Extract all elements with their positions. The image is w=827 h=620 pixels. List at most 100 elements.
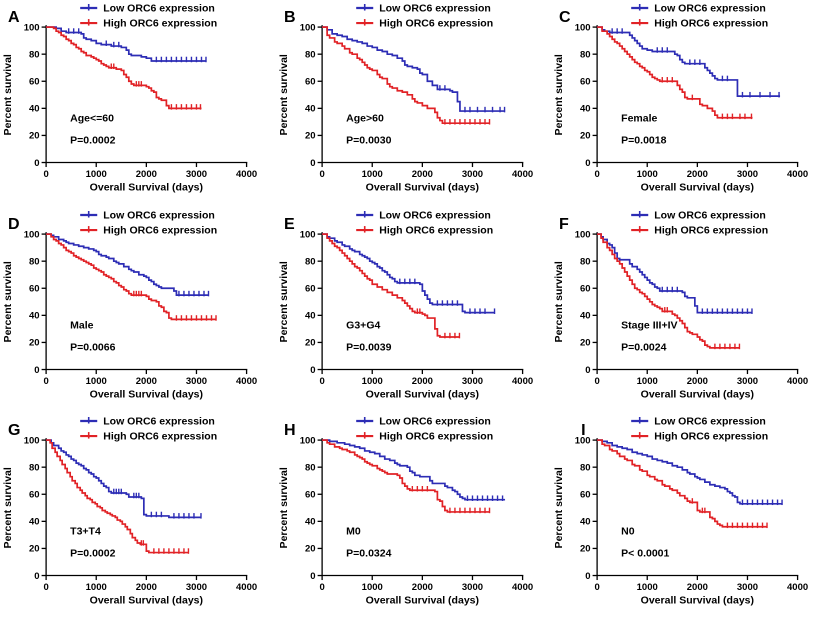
legend-label: High ORC6 expression bbox=[103, 224, 217, 236]
legend-entry-high: High ORC6 expression bbox=[631, 224, 768, 236]
x-tick-label: 4000 bbox=[512, 169, 533, 180]
x-axis-title: Overall Survival (days) bbox=[90, 388, 203, 400]
km-panel-b: B Low ORC6 expression High ORC6 expression… bbox=[276, 0, 552, 207]
x-tick-label: 0 bbox=[595, 169, 600, 180]
y-tick-label: 40 bbox=[580, 517, 591, 528]
legend-label: High ORC6 expression bbox=[103, 431, 217, 443]
p-value-label: P=0.0324 bbox=[346, 548, 391, 560]
legend-label: High ORC6 expression bbox=[379, 18, 493, 30]
y-tick-label: 60 bbox=[29, 490, 40, 501]
y-axis-title: Percent survival bbox=[2, 54, 14, 135]
subgroup-label: Female bbox=[621, 112, 657, 124]
subgroup-label: Stage III+IV bbox=[621, 319, 677, 331]
p-value-label: P=0.0039 bbox=[346, 341, 391, 353]
km-chart-h: H Low ORC6 expression High ORC6 expression… bbox=[278, 416, 533, 607]
p-value-label: P=0.0024 bbox=[621, 341, 666, 353]
legend-label: High ORC6 expression bbox=[103, 18, 217, 30]
x-tick-label: 1000 bbox=[637, 169, 658, 180]
km-panel-h: H Low ORC6 expression High ORC6 expression… bbox=[276, 413, 552, 620]
legend-entry-low: Low ORC6 expression bbox=[355, 416, 491, 428]
y-tick-label: 0 bbox=[586, 364, 591, 375]
y-tick-label: 60 bbox=[29, 283, 40, 294]
survival-curve-low bbox=[597, 439, 783, 505]
y-tick-label: 0 bbox=[34, 158, 39, 169]
subgroup-label: G3+G4 bbox=[346, 319, 380, 331]
x-tick-label: 4000 bbox=[787, 582, 808, 593]
legend-label: Low ORC6 expression bbox=[103, 3, 215, 15]
y-tick-label: 20 bbox=[29, 544, 40, 555]
panel-letter: I bbox=[581, 421, 585, 439]
y-tick-label: 80 bbox=[29, 463, 40, 474]
p-value-label: P=0.0018 bbox=[621, 134, 666, 146]
y-tick-label: 60 bbox=[580, 77, 591, 88]
km-chart-c: C Low ORC6 expression High ORC6 expression… bbox=[553, 3, 808, 194]
km-panel-c: C Low ORC6 expression High ORC6 expression… bbox=[551, 0, 827, 207]
legend-entry-high: High ORC6 expression bbox=[355, 18, 493, 30]
x-axis-title: Overall Survival (days) bbox=[90, 182, 203, 194]
x-tick-label: 1000 bbox=[86, 169, 107, 180]
x-tick-label: 2000 bbox=[136, 376, 157, 387]
legend-label: High ORC6 expression bbox=[379, 431, 493, 443]
x-tick-label: 0 bbox=[43, 169, 48, 180]
legend-label: Low ORC6 expression bbox=[379, 416, 491, 428]
survival-curve-high bbox=[321, 439, 490, 514]
x-tick-label: 1000 bbox=[86, 582, 107, 593]
survival-curve-high bbox=[46, 26, 202, 110]
y-tick-label: 0 bbox=[310, 571, 315, 582]
y-tick-label: 20 bbox=[29, 337, 40, 348]
x-tick-label: 0 bbox=[319, 169, 324, 180]
y-tick-label: 60 bbox=[305, 283, 316, 294]
legend-label: Low ORC6 expression bbox=[655, 209, 767, 221]
legend-entry-low: Low ORC6 expression bbox=[80, 209, 215, 221]
km-chart-e: E Low ORC6 expression High ORC6 expression… bbox=[278, 209, 533, 400]
survival-curve-high bbox=[46, 439, 189, 554]
subgroup-label: Age>60 bbox=[346, 112, 384, 124]
x-tick-label: 2000 bbox=[411, 582, 432, 593]
panel-letter: F bbox=[559, 215, 569, 233]
y-axis-title: Percent survival bbox=[278, 467, 290, 548]
y-axis-title: Percent survival bbox=[278, 261, 290, 342]
y-tick-label: 100 bbox=[24, 22, 40, 33]
km-panel-d: D Low ORC6 expression High ORC6 expression… bbox=[0, 207, 276, 414]
legend-entry-high: High ORC6 expression bbox=[631, 18, 769, 30]
y-tick-label: 80 bbox=[305, 463, 316, 474]
y-tick-label: 100 bbox=[299, 22, 315, 33]
x-tick-label: 2000 bbox=[136, 582, 157, 593]
y-axis-title: Percent survival bbox=[2, 467, 14, 548]
legend-entry-low: Low ORC6 expression bbox=[631, 416, 766, 428]
survival-curve-high bbox=[321, 26, 490, 125]
legend-label: High ORC6 expression bbox=[655, 18, 769, 30]
km-chart-f: F Low ORC6 expression High ORC6 expression… bbox=[553, 209, 808, 400]
y-tick-label: 40 bbox=[580, 310, 591, 321]
x-tick-label: 0 bbox=[43, 376, 48, 387]
km-panel-i: I Low ORC6 expression High ORC6 expression… bbox=[551, 413, 827, 620]
legend-entry-high: High ORC6 expression bbox=[80, 18, 217, 30]
x-axis-title: Overall Survival (days) bbox=[365, 595, 478, 607]
y-tick-label: 20 bbox=[580, 131, 591, 142]
x-tick-label: 1000 bbox=[361, 169, 382, 180]
legend-entry-high: High ORC6 expression bbox=[80, 224, 217, 236]
y-tick-label: 100 bbox=[575, 436, 591, 447]
x-tick-label: 3000 bbox=[737, 582, 758, 593]
km-panel-e: E Low ORC6 expression High ORC6 expression… bbox=[276, 207, 552, 414]
km-panel-f: F Low ORC6 expression High ORC6 expression… bbox=[551, 207, 827, 414]
legend-label: Low ORC6 expression bbox=[655, 3, 767, 15]
y-axis-title: Percent survival bbox=[278, 54, 290, 135]
panel-letter: E bbox=[284, 215, 295, 233]
survival-curve-low bbox=[321, 439, 505, 501]
survival-curve-low bbox=[46, 26, 207, 62]
km-chart-i: I Low ORC6 expression High ORC6 expression… bbox=[553, 416, 808, 607]
subgroup-label: M0 bbox=[346, 526, 361, 538]
survival-curve-low bbox=[46, 439, 202, 519]
x-tick-label: 2000 bbox=[411, 169, 432, 180]
p-value-label: P=0.0002 bbox=[70, 134, 115, 146]
legend-entry-high: High ORC6 expression bbox=[355, 224, 493, 236]
x-tick-label: 3000 bbox=[186, 582, 207, 593]
survival-curve-low bbox=[321, 26, 505, 112]
y-tick-label: 100 bbox=[24, 436, 40, 447]
y-tick-label: 40 bbox=[29, 310, 40, 321]
